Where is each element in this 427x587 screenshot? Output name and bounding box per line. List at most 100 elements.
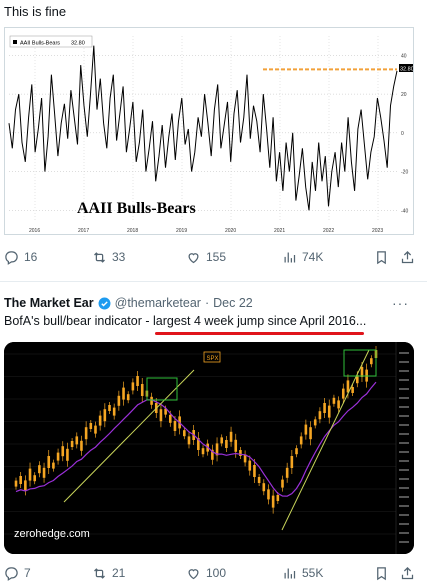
candle-body (75, 436, 79, 445)
post2-actions: 7 21 100 55K (0, 562, 427, 584)
candle-body (355, 375, 359, 384)
candle-body (220, 437, 224, 444)
candle-body (117, 395, 121, 406)
candle-body (262, 483, 266, 492)
repost-button[interactable]: 33 (92, 246, 125, 268)
candle-body (122, 387, 125, 400)
candle-body (229, 431, 233, 442)
views-count: 74K (302, 250, 324, 264)
post-date[interactable]: Dec 22 (213, 296, 253, 310)
y-tick-mark (399, 532, 409, 534)
candle-body (337, 400, 340, 409)
y-tick-label: -20 (401, 170, 408, 176)
reply-count: 16 (24, 250, 38, 264)
reply-button[interactable]: 7 (4, 562, 31, 584)
candle-body (131, 382, 135, 391)
candle-body (271, 495, 275, 508)
author-handle[interactable]: @themarketear (114, 296, 201, 310)
y-tick-mark (399, 415, 409, 417)
candle-body (84, 427, 88, 440)
post-text: This is fine (4, 4, 67, 19)
candle-body (126, 394, 130, 401)
y-tick-mark (399, 361, 409, 363)
candle-body (173, 421, 177, 431)
like-button[interactable]: 100 (186, 562, 226, 584)
x-tick-label: 2017 (78, 228, 89, 234)
more-options-icon[interactable]: ··· (392, 295, 409, 311)
x-tick-label: 2023 (372, 228, 383, 234)
author-name[interactable]: The Market Ear (4, 296, 94, 310)
candle-body (285, 467, 289, 478)
y-tick-mark (399, 514, 409, 516)
post2-text: BofA's bull/bear indicator - largest 4 w… (4, 314, 366, 328)
reply-button[interactable]: 16 (4, 246, 37, 268)
candle-body (370, 358, 373, 365)
candle-body (201, 448, 205, 455)
watermark: zerohedge.com (14, 528, 90, 540)
candle-body (211, 449, 214, 460)
candle-body (103, 409, 107, 422)
y-tick-mark (399, 352, 409, 354)
spx-label: SPX (207, 356, 219, 362)
candle-body (159, 409, 163, 422)
candle-body (140, 384, 144, 396)
candle-body (248, 460, 252, 471)
candle-body (360, 367, 364, 377)
legend-value: 32.80 (71, 41, 85, 47)
like-button[interactable]: 155 (186, 246, 226, 268)
candle-body (281, 479, 284, 488)
candle-body (225, 440, 228, 448)
candle-body (52, 462, 55, 469)
reply-icon (4, 250, 19, 265)
candle-body (42, 467, 46, 478)
y-tick-mark (399, 424, 409, 426)
reply-count: 7 (24, 566, 31, 580)
y-tick-mark (399, 541, 409, 543)
candle-body (108, 405, 111, 411)
post2-text-prefix: BofA's bull/bear indicator - (4, 314, 153, 328)
repost-icon (92, 566, 107, 581)
candle-body (318, 411, 322, 420)
views-icon (282, 250, 297, 265)
candle-body (197, 438, 200, 450)
candle-body (168, 414, 172, 423)
x-tick-label: 2021 (274, 228, 285, 234)
candle-body (234, 439, 238, 452)
aaii-chart-image[interactable]: -40 -20 0 20 40 2016 2017 2018 2019 2020 2021 2022… (4, 27, 414, 235)
moving-average-line (15, 381, 377, 497)
aaii-series-line (8, 45, 398, 211)
views-count: 55K (302, 566, 324, 580)
candle-body (38, 465, 41, 474)
trend-line-1 (63, 369, 195, 503)
share-icon (400, 566, 415, 581)
last-value-tag (399, 64, 413, 72)
y-tick-mark (399, 505, 409, 507)
views-button[interactable]: 74K (282, 246, 323, 268)
aaii-chart: -40 -20 0 20 40 2016 2017 2018 2019 2020 2021 2022… (5, 28, 413, 234)
candle-body (341, 388, 345, 399)
views-button[interactable]: 55K (282, 562, 323, 584)
bofa-chart-image[interactable]: SPX zerohedge.com (4, 342, 414, 554)
y-tick-mark (399, 397, 409, 399)
candle-body (243, 454, 247, 463)
y-tick-mark (399, 523, 409, 525)
x-tick-label: 2019 (176, 228, 187, 234)
candle-body (89, 423, 93, 429)
y-tick-label: 20 (401, 92, 407, 98)
share-button[interactable] (400, 246, 415, 268)
heart-icon (186, 566, 201, 581)
y-tick-mark (399, 370, 409, 372)
share-button[interactable] (400, 562, 415, 584)
bookmark-button[interactable] (374, 562, 389, 584)
heart-icon (186, 250, 201, 265)
bofa-chart: SPX (4, 342, 414, 554)
candle-body (253, 465, 256, 477)
verified-badge-icon (98, 297, 111, 310)
bookmark-button[interactable] (374, 246, 389, 268)
separator-dot: · (204, 296, 210, 310)
candle-body (150, 396, 153, 405)
repost-button[interactable]: 21 (92, 562, 125, 584)
y-tick-mark (399, 451, 409, 453)
y-tick-mark (399, 460, 409, 462)
highlight-box-1 (146, 377, 178, 401)
